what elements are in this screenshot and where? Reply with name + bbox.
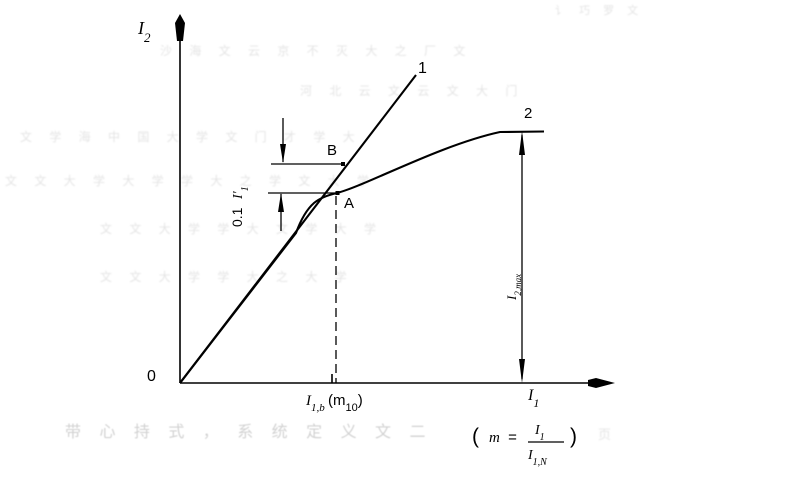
- svg-text:I'1: I'1: [231, 186, 251, 200]
- svg-text:A: A: [344, 195, 354, 212]
- svg-text:=: =: [504, 429, 517, 446]
- svg-text:I2: I2: [137, 18, 151, 45]
- svg-text:I1: I1: [534, 423, 545, 443]
- svg-text:(: (: [472, 425, 479, 448]
- svg-text:0.1: 0.1: [229, 204, 245, 227]
- svg-text:0: 0: [147, 368, 156, 385]
- svg-text:2: 2: [524, 105, 532, 122]
- svg-text:I1,N: I1,N: [527, 448, 548, 468]
- svg-text:I1,b: I1,b: [305, 393, 325, 414]
- svg-text:(m10): (m10): [328, 392, 363, 414]
- svg-text:): ): [570, 425, 577, 448]
- svg-text:B: B: [327, 142, 337, 159]
- svg-text:I1: I1: [527, 387, 539, 410]
- svg-text:m: m: [489, 430, 500, 446]
- svg-text:I2,max: I2,max: [504, 274, 523, 301]
- svg-text:1: 1: [418, 60, 427, 77]
